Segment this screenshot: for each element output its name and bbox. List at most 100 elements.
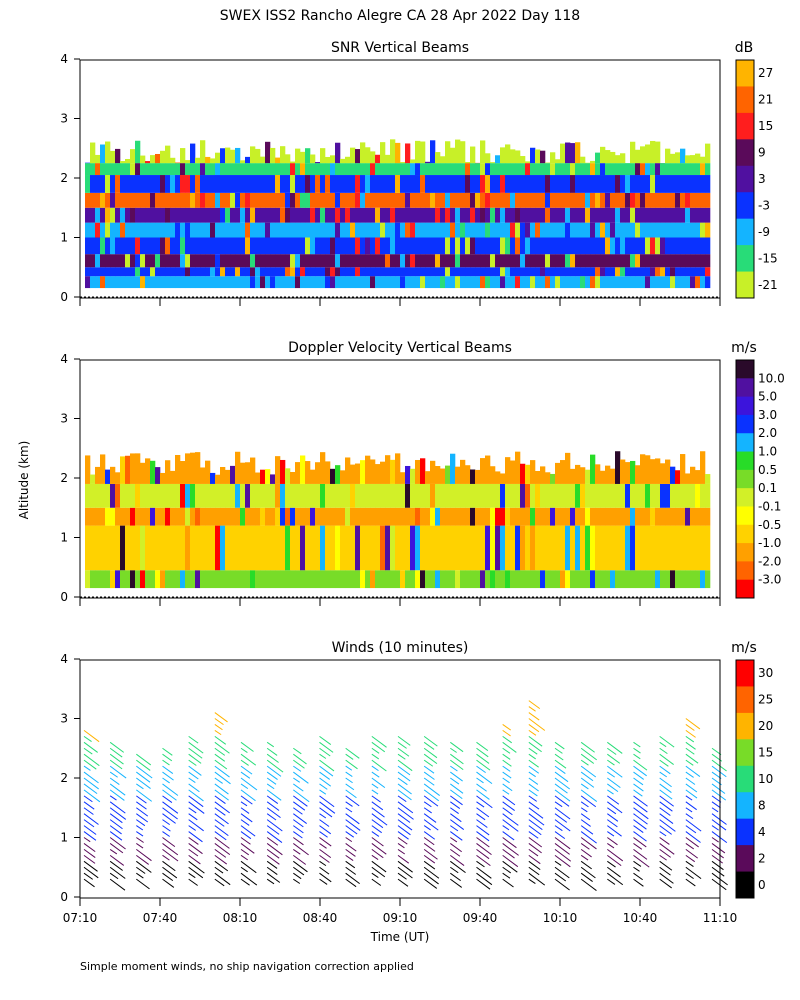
wind-barb — [345, 783, 355, 791]
wind-barb — [528, 724, 540, 733]
field-cell — [545, 163, 551, 176]
field-cell — [615, 525, 621, 571]
field-cell — [390, 459, 396, 484]
field-cell — [545, 254, 551, 268]
field-cell — [460, 507, 466, 526]
wind-barb — [109, 825, 122, 835]
field-cell — [305, 507, 311, 526]
field-cell — [180, 148, 186, 164]
field-cell — [535, 483, 541, 508]
field-cell — [240, 163, 246, 176]
field-cell — [310, 175, 316, 193]
field-cell — [700, 483, 706, 508]
field-cell — [650, 483, 656, 508]
field-cell — [510, 276, 516, 289]
field-cell — [670, 570, 676, 589]
field-cell — [265, 175, 271, 193]
field-cell — [610, 570, 616, 589]
field-cell — [670, 153, 676, 164]
field-cell — [465, 483, 471, 508]
field-cell — [155, 207, 161, 223]
field-cell — [460, 267, 466, 277]
field-cell — [630, 192, 636, 208]
field-cell — [315, 525, 321, 571]
wind-barb — [136, 848, 152, 862]
field-cell — [255, 267, 261, 277]
wind-barb — [319, 843, 327, 849]
field-cell — [545, 192, 551, 208]
field-cell — [95, 237, 101, 255]
field-cell — [275, 254, 281, 268]
wind-barb — [450, 753, 464, 765]
field-cell — [620, 153, 626, 164]
field-cell — [445, 175, 451, 193]
field-cell — [400, 162, 406, 164]
field-cell — [85, 237, 91, 255]
field-cell — [425, 507, 431, 526]
field-cell — [555, 192, 561, 208]
doppler-field — [85, 451, 711, 589]
field-cell — [630, 141, 636, 164]
field-cell — [510, 460, 516, 484]
field-cell — [220, 267, 226, 277]
wind-barb — [476, 866, 492, 879]
field-cell — [625, 276, 631, 289]
field-cell — [385, 570, 391, 589]
wind-barb — [266, 807, 281, 819]
field-cell — [345, 457, 351, 484]
colorbar-swatch — [736, 765, 754, 793]
field-cell — [640, 570, 646, 589]
field-cell — [505, 207, 511, 223]
field-cell — [225, 483, 231, 508]
field-cell — [275, 507, 281, 526]
wind-barb — [136, 783, 144, 790]
field-cell — [240, 276, 246, 289]
field-cell — [180, 222, 186, 238]
wind-barb — [109, 819, 123, 830]
field-cell — [160, 175, 166, 193]
field-cell — [395, 192, 401, 208]
field-cell — [195, 525, 201, 571]
wind-barb — [554, 843, 570, 855]
field-cell — [335, 507, 341, 526]
field-cell — [405, 254, 411, 268]
field-cell — [180, 254, 186, 268]
field-cell — [480, 237, 486, 255]
field-cell — [495, 237, 501, 255]
wind-barb — [266, 753, 279, 763]
y-tick-label: 0 — [60, 290, 68, 304]
field-cell — [440, 207, 446, 223]
wind-barb — [397, 872, 407, 880]
field-cell — [455, 276, 461, 289]
field-cell — [190, 483, 196, 508]
field-cell — [580, 222, 586, 238]
snr-field — [85, 139, 711, 289]
colorbar-label: 2.0 — [758, 426, 777, 440]
wind-barb — [371, 848, 384, 859]
field-cell — [85, 267, 91, 277]
wind-barb — [319, 878, 328, 885]
wind-barb — [214, 712, 228, 723]
wind-barb — [162, 747, 173, 756]
field-cell — [230, 149, 236, 164]
field-cell — [360, 276, 366, 289]
doppler-title: Doppler Velocity Vertical Beams — [288, 340, 512, 356]
field-cell — [665, 207, 671, 223]
field-cell — [640, 192, 646, 208]
y-tick-label: 2 — [60, 171, 68, 185]
field-cell — [585, 507, 591, 526]
wind-barb — [136, 789, 153, 802]
field-cell — [180, 461, 186, 484]
field-cell — [130, 453, 136, 484]
field-cell — [175, 207, 181, 223]
field-cell — [375, 570, 381, 589]
wind-barb — [554, 753, 564, 761]
field-cell — [565, 276, 571, 289]
field-cell — [315, 163, 321, 176]
field-cell — [320, 276, 326, 289]
field-cell — [445, 525, 451, 571]
field-cell — [145, 175, 151, 193]
field-cell — [575, 192, 581, 208]
wind-barb — [554, 789, 571, 802]
wind-barb — [476, 848, 490, 860]
